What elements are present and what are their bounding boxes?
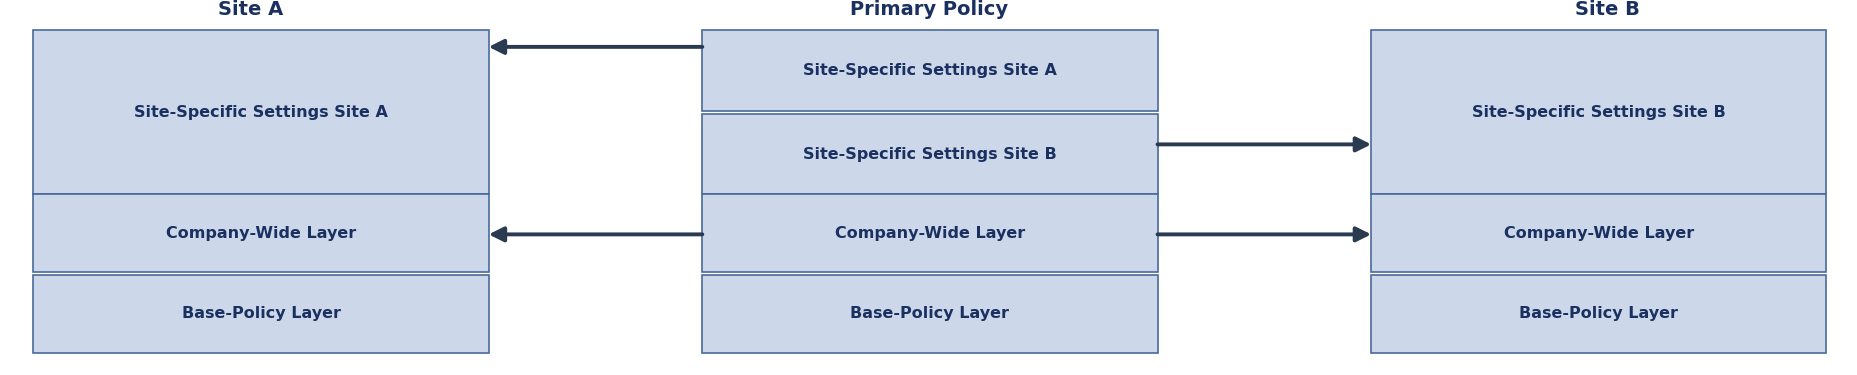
Text: Company-Wide Layer: Company-Wide Layer (165, 226, 357, 241)
Bar (702, 114, 1157, 195)
Bar (33, 195, 488, 272)
Bar (1370, 195, 1825, 272)
Text: Company-Wide Layer: Company-Wide Layer (834, 226, 1025, 241)
Text: Company-Wide Layer: Company-Wide Layer (1502, 226, 1694, 241)
Text: Site-Specific Settings Site B: Site-Specific Settings Site B (1471, 105, 1725, 120)
Bar (33, 275, 488, 352)
Bar (1370, 275, 1825, 352)
Text: Site B: Site B (1575, 0, 1638, 19)
Text: Base-Policy Layer: Base-Policy Layer (1519, 306, 1677, 321)
Text: Site-Specific Settings Site A: Site-Specific Settings Site A (802, 63, 1057, 78)
Text: Site-Specific Settings Site A: Site-Specific Settings Site A (134, 105, 388, 120)
Bar (702, 30, 1157, 111)
Text: Primary Policy: Primary Policy (849, 0, 1008, 19)
Bar (33, 30, 488, 195)
Text: Site-Specific Settings Site B: Site-Specific Settings Site B (802, 147, 1057, 162)
Bar (702, 195, 1157, 272)
Text: Base-Policy Layer: Base-Policy Layer (182, 306, 340, 321)
Bar (1370, 30, 1825, 195)
Bar (702, 275, 1157, 352)
Text: Base-Policy Layer: Base-Policy Layer (851, 306, 1008, 321)
Text: Site A: Site A (217, 0, 284, 19)
